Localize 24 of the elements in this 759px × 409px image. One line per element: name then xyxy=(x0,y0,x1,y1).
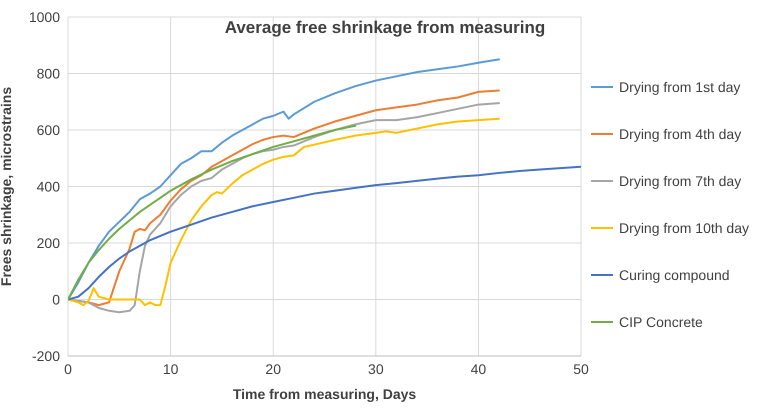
x-axis-title: Time from measuring, Days xyxy=(232,386,416,402)
legend-label: Drying from 7th day xyxy=(619,173,742,189)
line-series xyxy=(68,124,356,300)
y-tick-label: 600 xyxy=(36,122,60,138)
y-tick-label: 800 xyxy=(36,65,60,82)
line-series xyxy=(68,166,582,300)
legend-label: Drying from 4th day xyxy=(619,126,742,142)
legend-label: Drying from 10th day xyxy=(619,220,749,236)
x-tick-label: 40 xyxy=(470,360,486,377)
x-tick-label: 50 xyxy=(573,360,590,377)
x-tick-label: 30 xyxy=(368,360,384,377)
x-tick-label: 0 xyxy=(64,360,72,377)
x-tick-label: 20 xyxy=(265,360,282,377)
y-tick-label: 400 xyxy=(36,178,60,194)
legend-label: CIP Concrete xyxy=(619,314,703,330)
x-tick-label: 10 xyxy=(162,360,179,377)
chart-title: Average free shrinkage from measuring xyxy=(224,18,546,38)
legend-label: Curing compound xyxy=(619,267,730,283)
y-tick-label: 200 xyxy=(36,234,60,251)
legend-label: Drying from 1st day xyxy=(619,79,740,95)
y-axis-title: Frees shrinkage, microstrains xyxy=(0,86,14,286)
y-tick-label: 0 xyxy=(52,291,60,308)
y-tick-label: 1000 xyxy=(28,8,60,25)
y-tick-label: -200 xyxy=(32,348,60,364)
